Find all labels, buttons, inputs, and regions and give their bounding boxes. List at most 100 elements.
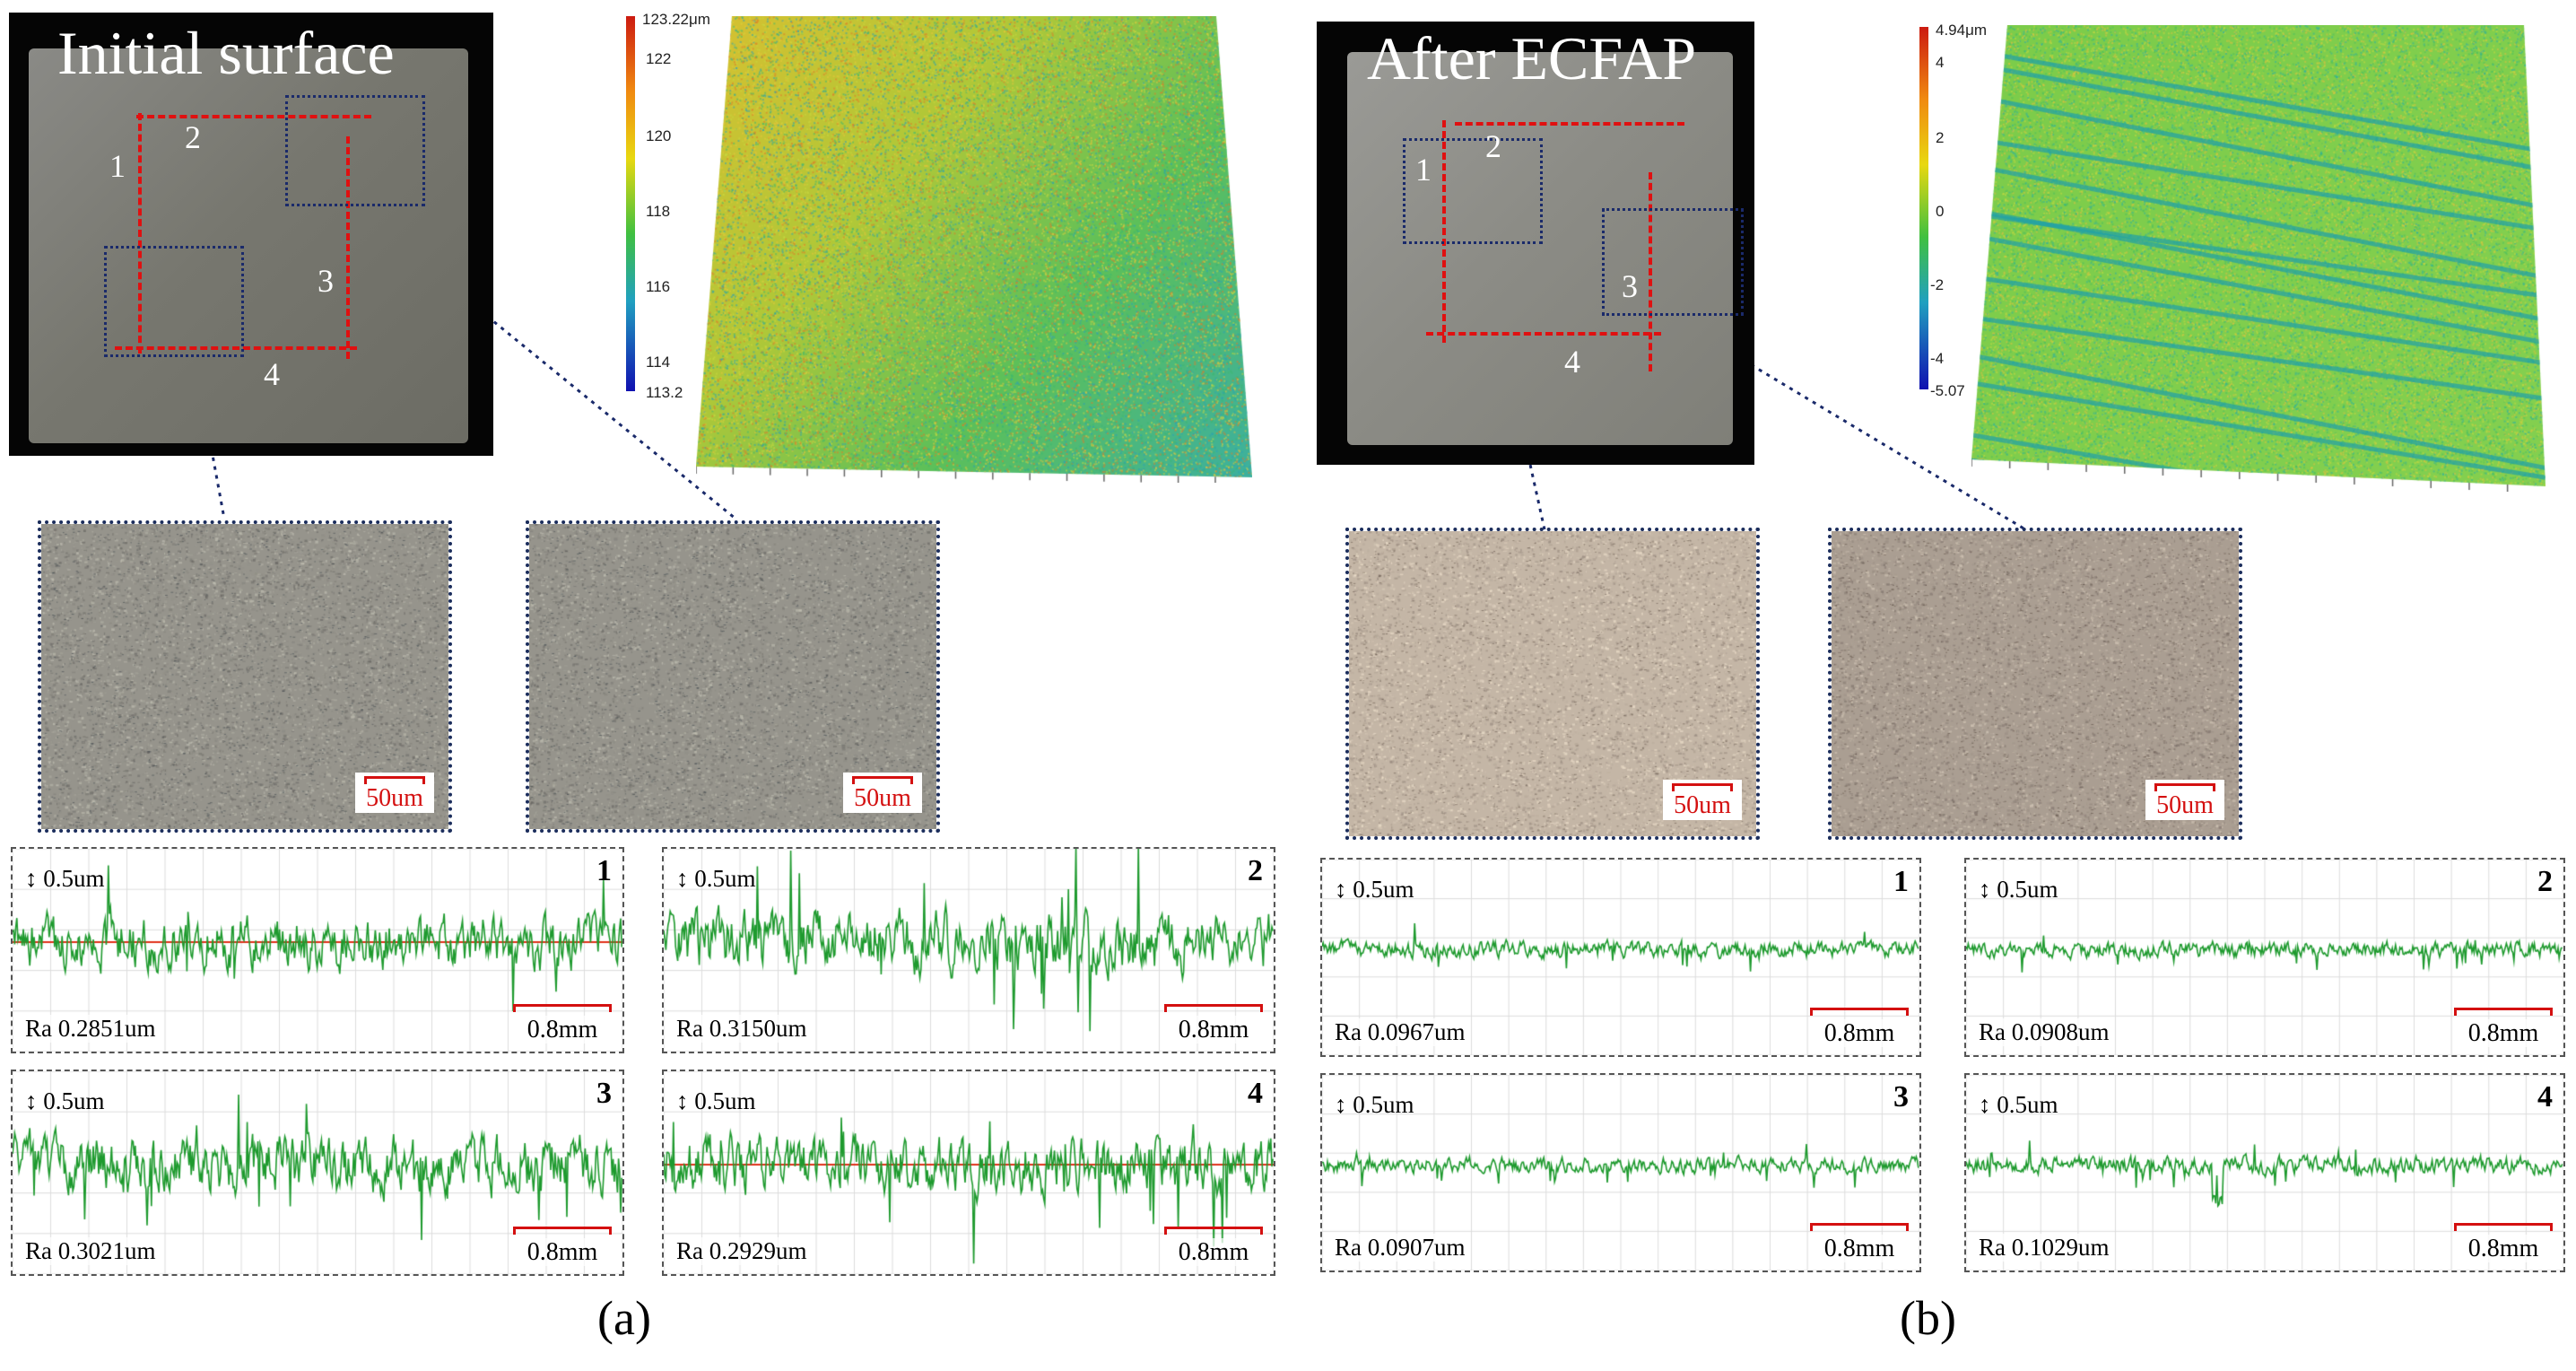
profile-number: 2 (1248, 854, 1263, 887)
vertical-scale-label: 0.5um (694, 865, 756, 892)
colorbar-tick: -2 (1930, 276, 1945, 293)
colorbar-min-label: 113.2 (646, 384, 683, 401)
roughness-profile-2: 2 ↕ 0.5um Ra 0.0908um 0.8mm (1964, 858, 2565, 1057)
ra-value: Ra 0.2929um (676, 1237, 807, 1265)
profile-number: 3 (1893, 1080, 1909, 1113)
roughness-profile-3: 3 ↕ 0.5um Ra 0.3021um 0.8mm (11, 1070, 624, 1276)
marker-line-2 (136, 115, 371, 118)
micrograph-region-1: 50um (1345, 528, 1760, 840)
vertical-scale: ↕ 0.5um (1335, 876, 1414, 903)
region-number: 1 (1415, 152, 1432, 188)
region-number: 2 (1485, 128, 1501, 164)
horizontal-scale: 0.8mm (1810, 1008, 1909, 1048)
vertical-scale-label: 0.5um (43, 865, 105, 892)
profile-number: 3 (596, 1077, 612, 1110)
vertical-scale-label: 0.5um (694, 1087, 756, 1114)
roughness-profile-1: 1 ↕ 0.5um Ra 0.0967um 0.8mm (1320, 858, 1921, 1057)
colorbar-tick: 0 (1936, 203, 1945, 220)
marker-line-2 (1455, 122, 1684, 126)
roughness-profile-2: 2 ↕ 0.5um Ra 0.3150um 0.8mm (662, 847, 1275, 1053)
colorbar-tick: 118 (646, 203, 671, 220)
region-box (104, 246, 244, 357)
vertical-scale-label: 0.5um (43, 1087, 105, 1114)
colorbar-tick: 120 (646, 127, 672, 144)
horizontal-scale-label: 0.8mm (1178, 1238, 1249, 1266)
horizontal-scale: 0.8mm (1810, 1223, 1909, 1263)
horizontal-scale: 0.8mm (513, 1004, 612, 1044)
vertical-scale: ↕ 0.5um (25, 1087, 105, 1114)
colorbar-tick: 2 (1936, 129, 1945, 146)
horizontal-scale: 0.8mm (1164, 1004, 1263, 1044)
ra-value: Ra 0.3150um (676, 1015, 807, 1043)
roughness-profile-4: 4 ↕ 0.5um Ra 0.1029um 0.8mm (1964, 1073, 2565, 1272)
photo-title: Initial surface (57, 19, 395, 87)
horizontal-scale-label: 0.8mm (1823, 1019, 1895, 1047)
ra-value: Ra 0.0967um (1335, 1018, 1466, 1046)
colorbar (1919, 27, 1928, 389)
micro-scale-bar: 50um (355, 773, 434, 813)
micrograph-region-3: 50um (1828, 528, 2242, 840)
vertical-scale-label: 0.5um (1997, 1091, 2058, 1118)
colorbar-tick: -4 (1930, 350, 1945, 367)
ra-value: Ra 0.1029um (1979, 1234, 2110, 1262)
ra-value: Ra 0.0907um (1335, 1234, 1466, 1262)
vertical-scale-label: 0.5um (1353, 876, 1414, 903)
connector-line (1666, 312, 2026, 531)
ra-value: Ra 0.2851um (25, 1015, 156, 1043)
region-box (1602, 208, 1744, 316)
vertical-scale: ↕ 0.5um (25, 865, 105, 892)
roughness-profile-3: 3 ↕ 0.5um Ra 0.0907um 0.8mm (1320, 1073, 1921, 1272)
horizontal-scale: 0.8mm (513, 1227, 612, 1267)
horizontal-scale-label: 0.8mm (2467, 1235, 2539, 1262)
panel-caption-a: (a) (597, 1291, 651, 1345)
micro-scale-bar: 50um (2145, 780, 2224, 820)
vertical-scale: ↕ 0.5um (676, 865, 756, 892)
panel-caption-b: (b) (1900, 1291, 1956, 1345)
region-number: 1 (109, 148, 126, 184)
profile-number: 1 (1893, 865, 1909, 898)
vertical-scale: ↕ 0.5um (1335, 1091, 1414, 1118)
horizontal-scale-label: 0.8mm (527, 1238, 598, 1266)
micro-scale-label: 50um (854, 784, 911, 812)
surface-height-map (1971, 25, 2546, 492)
micro-scale-bar: 50um (1663, 780, 1742, 820)
ra-value: Ra 0.0908um (1979, 1018, 2110, 1046)
marker-line-1 (138, 113, 142, 354)
region-number: 3 (318, 263, 334, 299)
horizontal-scale-label: 0.8mm (1178, 1016, 1249, 1044)
profile-number: 4 (2537, 1080, 2553, 1113)
vertical-scale: ↕ 0.5um (1979, 1091, 2058, 1118)
profile-number: 2 (2537, 865, 2553, 898)
marker-line-1 (1442, 120, 1446, 343)
micro-scale-bar: 50um (843, 773, 922, 813)
specimen-plate (1347, 52, 1733, 445)
colorbar-tick: 114 (646, 354, 671, 371)
ra-value: Ra 0.3021um (25, 1237, 156, 1265)
roughness-profile-4: 4 ↕ 0.5um Ra 0.2929um 0.8mm (662, 1070, 1275, 1276)
region-number: 3 (1622, 268, 1638, 304)
marker-line-4 (1426, 332, 1661, 336)
micro-scale-label: 50um (1674, 791, 1731, 819)
colorbar-tick: 116 (646, 278, 671, 295)
photo-title: After ECFAP (1367, 24, 1697, 92)
horizontal-scale: 0.8mm (2454, 1223, 2553, 1263)
horizontal-scale-label: 0.8mm (1823, 1235, 1895, 1262)
marker-line-4 (115, 346, 357, 350)
marker-line-3 (1649, 172, 1652, 371)
initial-surface-photo: Initial surface 1 2 3 4 (9, 13, 493, 456)
region-box (285, 95, 425, 206)
after-ecfap-photo: After ECFAP 1 2 3 4 (1317, 22, 1754, 465)
colorbar-min-label: -5.07 (1930, 382, 1965, 399)
horizontal-scale-label: 0.8mm (527, 1016, 598, 1044)
region-number: 4 (1564, 344, 1580, 380)
vertical-scale-label: 0.5um (1353, 1091, 1414, 1118)
micro-scale-label: 50um (366, 784, 423, 812)
surface-height-map (696, 16, 1252, 483)
region-box (1403, 138, 1543, 244)
colorbar-tick: 122 (646, 50, 672, 67)
roughness-profile-1: 1 ↕ 0.5um Ra 0.2851um 0.8mm (11, 847, 624, 1053)
profile-number: 4 (1248, 1077, 1263, 1110)
micrograph-region-4: 50um (38, 520, 452, 833)
region-number: 4 (264, 356, 280, 392)
horizontal-scale: 0.8mm (2454, 1008, 2553, 1048)
